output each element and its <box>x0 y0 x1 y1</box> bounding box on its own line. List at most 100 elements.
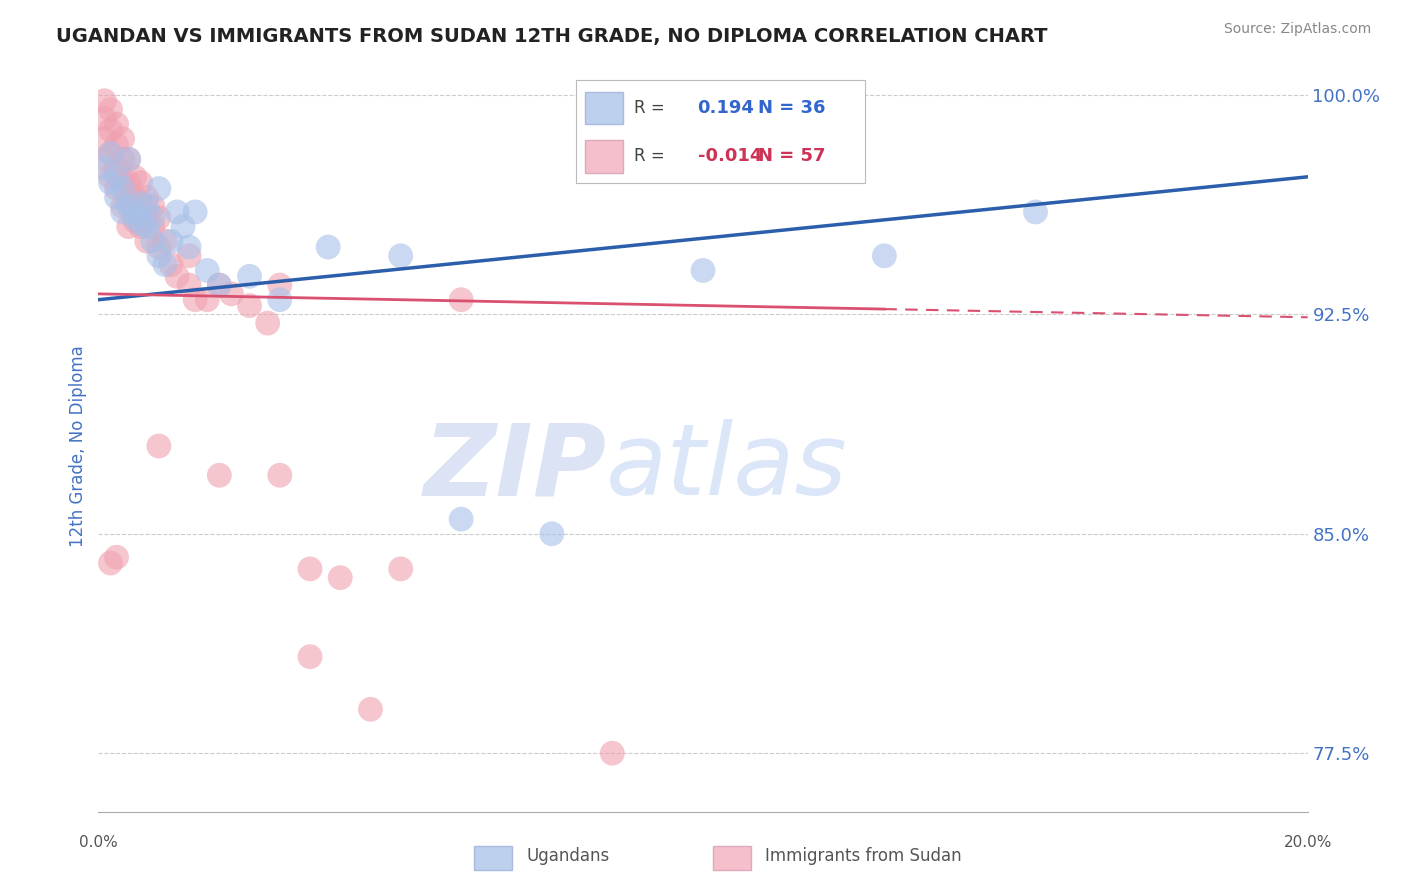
FancyBboxPatch shape <box>585 140 623 173</box>
Point <box>179 278 201 293</box>
Text: 20.0%: 20.0% <box>1284 835 1331 850</box>
Point <box>179 249 201 263</box>
Point <box>389 249 412 263</box>
Point <box>93 132 115 146</box>
Point <box>329 571 352 585</box>
Point <box>208 278 231 293</box>
Point <box>166 205 188 219</box>
Point <box>111 153 134 167</box>
Point <box>148 181 170 195</box>
Point <box>100 146 122 161</box>
Point <box>111 205 134 219</box>
Point <box>100 123 122 137</box>
Point <box>129 176 152 190</box>
Point <box>195 263 218 277</box>
Point <box>135 234 157 248</box>
Point <box>118 196 141 211</box>
FancyBboxPatch shape <box>474 846 512 870</box>
Text: 0.0%: 0.0% <box>79 835 118 850</box>
Point <box>100 169 122 184</box>
Point <box>111 181 134 195</box>
Point <box>129 217 152 231</box>
Point <box>124 190 146 204</box>
Point <box>450 293 472 307</box>
Point <box>360 702 382 716</box>
Point <box>100 103 122 117</box>
FancyBboxPatch shape <box>713 846 751 870</box>
Text: Immigrants from Sudan: Immigrants from Sudan <box>765 847 962 865</box>
Point <box>148 211 170 225</box>
Point <box>142 199 165 213</box>
Point <box>111 132 134 146</box>
Point <box>100 176 122 190</box>
Point <box>118 153 141 167</box>
Point <box>142 234 165 248</box>
Point <box>208 468 231 483</box>
Point <box>135 199 157 213</box>
Point <box>93 112 115 126</box>
Point <box>269 293 291 307</box>
Point <box>166 269 188 284</box>
Point <box>873 249 896 263</box>
Point <box>153 258 176 272</box>
Point <box>111 176 134 190</box>
Text: N = 57: N = 57 <box>758 147 825 165</box>
Point <box>118 219 141 234</box>
Point <box>221 286 243 301</box>
Point <box>129 219 152 234</box>
Point <box>256 316 278 330</box>
Point <box>148 439 170 453</box>
Point <box>148 249 170 263</box>
Point <box>105 190 128 204</box>
Text: N = 36: N = 36 <box>758 99 825 117</box>
Point <box>105 137 128 152</box>
Point <box>100 556 122 570</box>
Point <box>269 278 291 293</box>
Text: 0.194: 0.194 <box>697 99 755 117</box>
Point <box>111 199 134 213</box>
Point <box>105 550 128 565</box>
Point <box>208 278 231 293</box>
Point <box>105 161 128 175</box>
Text: UGANDAN VS IMMIGRANTS FROM SUDAN 12TH GRADE, NO DIPLOMA CORRELATION CHART: UGANDAN VS IMMIGRANTS FROM SUDAN 12TH GR… <box>56 27 1047 45</box>
Point <box>299 649 322 664</box>
Point <box>1024 205 1046 219</box>
Point <box>105 169 128 184</box>
Point <box>239 299 262 313</box>
Point <box>450 512 472 526</box>
Point <box>160 234 183 248</box>
Point <box>239 269 262 284</box>
Y-axis label: 12th Grade, No Diploma: 12th Grade, No Diploma <box>69 345 87 547</box>
Point <box>172 219 194 234</box>
Point <box>692 263 714 277</box>
Point <box>118 153 141 167</box>
Point <box>148 240 170 254</box>
Point <box>184 205 207 219</box>
Point <box>129 196 152 211</box>
Text: atlas: atlas <box>606 419 848 516</box>
Point <box>105 117 128 131</box>
FancyBboxPatch shape <box>585 92 623 124</box>
Point <box>299 562 322 576</box>
Point <box>316 240 339 254</box>
Point <box>93 94 115 108</box>
Point <box>160 258 183 272</box>
Point <box>118 176 141 190</box>
Point <box>269 468 291 483</box>
Point <box>195 293 218 307</box>
Text: Ugandans: Ugandans <box>526 847 609 865</box>
Point <box>153 234 176 248</box>
Point <box>124 211 146 225</box>
Text: -0.014: -0.014 <box>697 147 762 165</box>
Point <box>142 211 165 225</box>
Point <box>135 219 157 234</box>
Text: ZIP: ZIP <box>423 419 606 516</box>
Point <box>100 146 122 161</box>
Point <box>124 169 146 184</box>
Point <box>184 293 207 307</box>
Point <box>602 746 624 760</box>
Point <box>389 562 412 576</box>
Point <box>118 199 141 213</box>
Text: Source: ZipAtlas.com: Source: ZipAtlas.com <box>1223 22 1371 37</box>
Point <box>129 196 152 211</box>
